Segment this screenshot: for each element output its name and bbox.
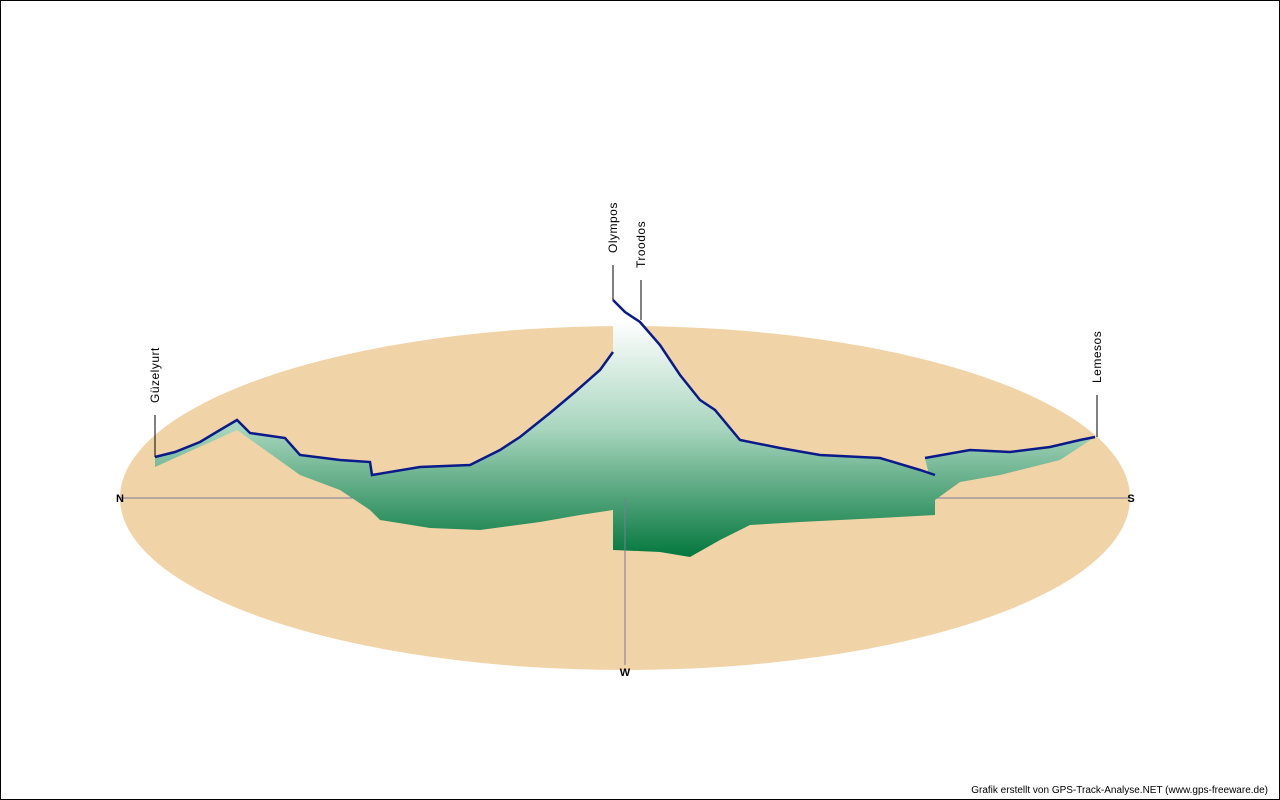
place-label: Troodos <box>634 221 648 268</box>
track-line <box>612 299 936 477</box>
profile-left <box>155 352 613 530</box>
place-label: Güzelyurt <box>148 347 162 403</box>
compass-label: W <box>620 667 631 679</box>
compass-label: S <box>1127 493 1134 505</box>
credit: Grafik erstellt von GPS-Track-Analyse.NE… <box>971 785 1268 796</box>
track-line <box>924 435 1096 460</box>
place-label: Lemesos <box>1090 331 1104 383</box>
compass-label: N <box>116 493 124 505</box>
profile-center <box>613 318 935 557</box>
track-line <box>154 351 615 477</box>
profile-right <box>925 437 1095 500</box>
place-label: Olympos <box>606 202 620 253</box>
